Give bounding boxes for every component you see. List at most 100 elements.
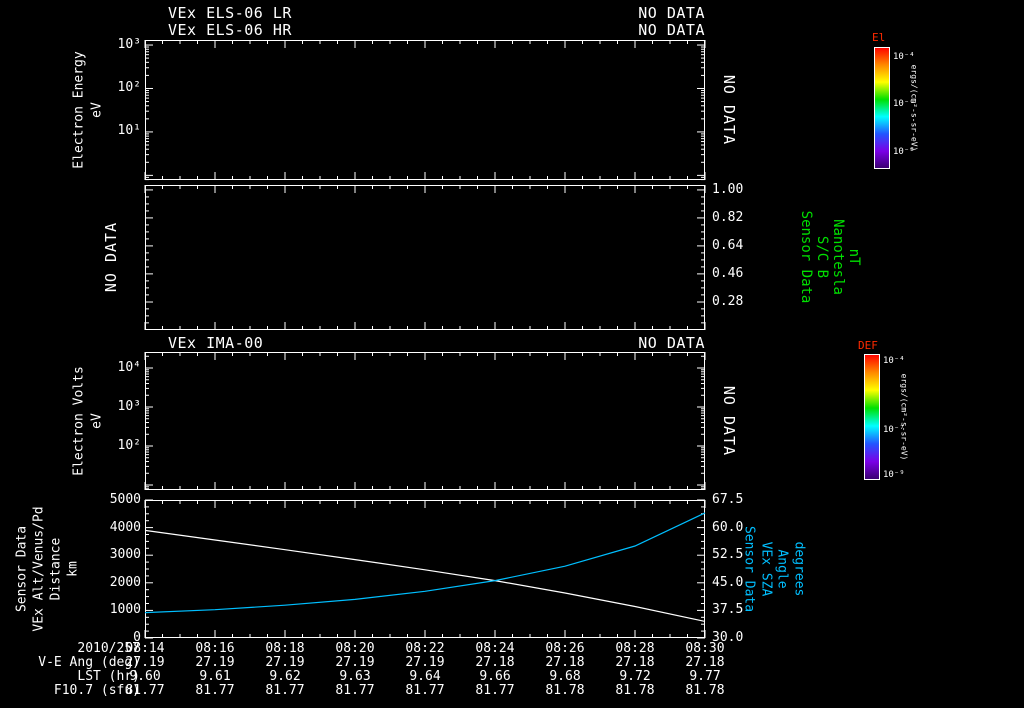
sza-ytick-label: 37.5 (712, 602, 744, 618)
ima-ytick-label: 10⁴ (117, 360, 141, 375)
els-colorbar-tick-label: 10⁻⁴ (893, 52, 915, 62)
table-cell: 9.66 (479, 669, 511, 684)
ima-y-axis-label: Electron Volts (71, 366, 87, 476)
els-ytick-label: 10³ (117, 37, 141, 52)
altitude-ytick-label: 3000 (109, 547, 141, 563)
xtick-label: 08:28 (615, 641, 655, 656)
table-row-label: V-E Ang (deg) (38, 655, 140, 670)
sza-y-axis-label: Sensor Data (741, 525, 757, 613)
els-hr-title: VEx ELS-06 HR (168, 21, 292, 39)
els-colorbar-tick-label: 10⁻⁶ (893, 99, 915, 109)
ima-title: VEx IMA-00 (168, 334, 264, 352)
mag-right-axis-label: S/C B (814, 235, 830, 279)
table-cell: 9.77 (689, 669, 721, 684)
table-cell: 81.78 (685, 683, 725, 698)
altitude-ytick-label: 4000 (109, 519, 141, 535)
els-hr-no-data: NO DATA (638, 21, 705, 39)
sza-ytick-label: 45.0 (712, 574, 744, 590)
table-cell: 81.77 (405, 683, 445, 698)
mag-no-data-overlay: NO DATA (102, 221, 120, 293)
table-cell: 81.78 (615, 683, 655, 698)
xtick-label: 08:30 (685, 641, 725, 656)
altitude-y-axis-label: Distance (48, 537, 64, 601)
table-cell: 81.77 (265, 683, 305, 698)
ima-colorbar (864, 354, 880, 480)
mag-ytick-label: 0.82 (712, 210, 744, 225)
altitude-sza-panel (144, 499, 706, 639)
table-cell: 81.77 (475, 683, 515, 698)
ima-colorbar-title: DEF (858, 339, 878, 352)
table-cell: 81.77 (125, 683, 165, 698)
table-row-label: LST (hr) (77, 669, 140, 684)
table-row-label: F10.7 (sfu) (53, 683, 140, 698)
mag-right-axis-label: nT (846, 248, 862, 266)
sza-y-axis-label: VEx SZA (758, 541, 773, 597)
xtick-label: 08:24 (475, 641, 515, 656)
els-colorbar (874, 47, 890, 169)
mag-ytick-label: 0.46 (712, 266, 744, 281)
els-lr-no-data: NO DATA (638, 4, 705, 22)
sza-line (144, 512, 706, 614)
date-label: 2010/257 (77, 641, 140, 656)
table-cell: 27.18 (685, 655, 725, 670)
mag-ytick-label: 0.64 (712, 238, 744, 253)
xtick-label: 08:16 (195, 641, 235, 656)
mag-ytick-label: 1.00 (712, 182, 744, 197)
table-cell: 81.78 (545, 683, 585, 698)
table-cell: 27.19 (335, 655, 375, 670)
altitude-y-axis-label: Sensor Data (14, 525, 30, 613)
els-colorbar-tick-label: 10⁻⁸ (893, 147, 915, 157)
altitude-y-axis-label: km (65, 561, 81, 577)
ima-spectrogram-panel (144, 352, 706, 490)
table-cell: 27.19 (265, 655, 305, 670)
els-lr-title: VEx ELS-06 LR (168, 4, 292, 22)
ima-ytick-label: 10² (117, 438, 141, 453)
altitude-ytick-label: 5000 (109, 492, 141, 507)
table-cell: 9.60 (129, 669, 161, 684)
ima-y-axis-label: eV (89, 413, 105, 429)
table-cell: 27.18 (475, 655, 515, 670)
ima-ytick-label: 10³ (117, 399, 141, 414)
xtick-label: 08:20 (335, 641, 375, 656)
ima-colorbar-tick-label: 10⁻⁴ (883, 356, 905, 366)
xtick-label: 08:22 (405, 641, 445, 656)
mag-right-axis-label: Sensor Data (798, 210, 814, 304)
table-cell: 81.77 (195, 683, 235, 698)
sza-y-axis-label: degrees (791, 541, 806, 597)
table-cell: 27.18 (615, 655, 655, 670)
table-cell: 9.62 (269, 669, 301, 684)
table-cell: 9.68 (549, 669, 581, 684)
mag-ytick-label: 0.28 (712, 294, 744, 309)
ima-no-data-overlay: NO DATA (720, 385, 738, 457)
xtick-label: 08:14 (125, 641, 165, 656)
table-cell: 81.77 (335, 683, 375, 698)
table-cell: 27.19 (405, 655, 445, 670)
xtick-label: 08:18 (265, 641, 305, 656)
els-ytick-label: 10² (117, 80, 141, 95)
els-y-axis-label: Electron Energy (71, 51, 87, 169)
table-cell: 9.61 (199, 669, 231, 684)
els-spectrogram-panel (144, 40, 706, 181)
mag-field-panel (144, 185, 706, 330)
sza-ytick-label: 30.0 (712, 630, 744, 645)
table-cell: 9.64 (409, 669, 441, 684)
ima-colorbar-tick-label: 10⁻⁷ (883, 425, 905, 435)
altitude-ytick-label: 1000 (109, 602, 141, 618)
els-y-axis-label: eV (89, 102, 105, 118)
els-no-data-overlay: NO DATA (720, 74, 738, 146)
table-cell: 27.19 (125, 655, 165, 670)
altitude-ytick-label: 0 (133, 630, 141, 645)
sza-ytick-label: 67.5 (712, 492, 744, 507)
ima-colorbar-unit-label: ergs/(cm²-s-sr-eV) (899, 373, 909, 461)
els-ytick-label: 10¹ (117, 123, 141, 138)
altitude-line (144, 529, 706, 622)
sza-ytick-label: 60.0 (712, 519, 744, 535)
els-colorbar-unit-label: ergs/(cm²-s-sr-eV) (909, 64, 919, 152)
xtick-label: 08:26 (545, 641, 585, 656)
ima-colorbar-tick-label: 10⁻⁹ (883, 470, 905, 480)
altitude-ytick-label: 2000 (109, 574, 141, 590)
sza-y-axis-label: Angle (774, 549, 790, 589)
mag-right-axis-label: Nanotesla (830, 219, 846, 295)
table-cell: 27.19 (195, 655, 235, 670)
